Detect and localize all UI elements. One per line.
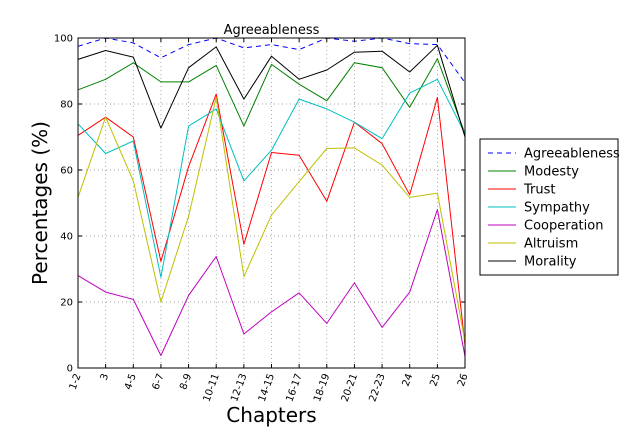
y-tick-label: 20 [60, 298, 73, 309]
legend-label-modesty: Modesty [524, 165, 579, 180]
x-tick-label: 8-9 [178, 372, 194, 391]
legend-label-agreeableness: Agreeableness [524, 147, 620, 162]
series-line-cooperation [77, 209, 466, 357]
series-line-agreeableness [77, 37, 466, 83]
y-axis-title: Percentages (%) [28, 121, 52, 285]
series-line-morality [77, 44, 466, 138]
x-tick-label: 3 [99, 372, 112, 382]
series-line-trust [77, 93, 466, 345]
y-tick-label: 80 [60, 100, 73, 111]
series-line-altruism [77, 96, 466, 342]
x-tick-label: 25 [428, 372, 443, 388]
x-tick-label: 24 [401, 372, 416, 388]
legend-label-sympathy: Sympathy [524, 201, 590, 216]
legend-label-trust: Trust [523, 183, 555, 198]
series-line-modesty [77, 58, 466, 134]
legend-label-morality: Morality [524, 255, 577, 270]
y-tick-label: 0 [67, 364, 73, 375]
legend-label-altruism: Altruism [524, 237, 578, 252]
y-tick-label: 40 [60, 232, 73, 243]
y-tick-label: 100 [54, 34, 73, 45]
series-line-sympathy [77, 78, 466, 278]
legend: Agreeableness Modesty Trust Sympathy Coopera… [479, 138, 620, 276]
x-tick-label: 1-2 [68, 372, 84, 391]
grid [78, 38, 465, 368]
x-tick-label: 4-5 [123, 372, 139, 391]
x-tick-label: 26 [456, 372, 471, 388]
series-layer [77, 37, 466, 357]
y-tick-label: 60 [60, 166, 73, 177]
x-axis-title: Chapters [226, 403, 316, 427]
legend-label-cooperation: Cooperation [524, 219, 603, 234]
chart-title: Agreeableness [224, 23, 320, 38]
x-tick-label: 6-7 [151, 372, 167, 391]
